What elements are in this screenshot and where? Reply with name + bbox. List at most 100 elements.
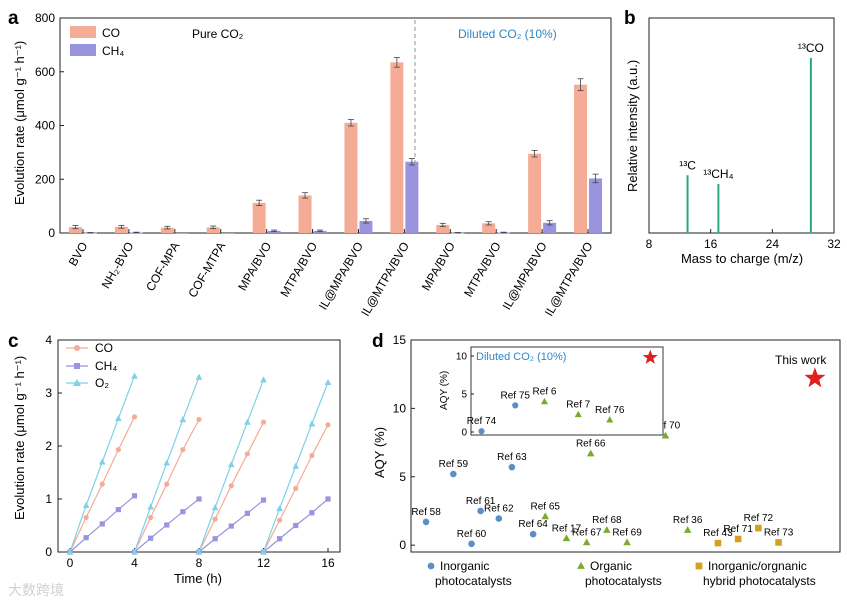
- d-point-organic: [661, 431, 670, 439]
- panel-a-annotation-diluted: Diluted CO₂ (10%): [458, 27, 557, 41]
- a-xtick-label: MTPA/BVO: [461, 240, 504, 300]
- panel-b-mass-spectrum: b Relative intensity (a.u.) Mass to char…: [624, 8, 841, 266]
- panel-b-ylabel: Relative intensity (a.u.): [625, 60, 640, 192]
- panel-b-peaks: ¹³C ¹³CH₄ ¹³CO: [679, 41, 824, 233]
- d-point-organic: [562, 534, 571, 542]
- c-point-o2: [66, 548, 74, 555]
- panel-a-bar-chart: a Pure CO₂ Diluted CO₂ (10%) CO CH₄ Evol…: [8, 8, 612, 319]
- d-point-organic: [541, 512, 550, 520]
- panel-c-line-chart: c Evolution rate (μmol g⁻¹ h⁻¹) Time (h)…: [8, 331, 341, 586]
- d-point-label: Ref 61: [466, 496, 496, 507]
- bar-co: [436, 224, 450, 233]
- panel-a-label: a: [8, 8, 19, 29]
- d-point-inorganic: [508, 463, 516, 471]
- bar-co: [482, 223, 496, 233]
- d-point-inorganic: [477, 507, 484, 515]
- inset-point-inorganic: [512, 402, 519, 409]
- a-xtick-label: IL@MTPA/BVO: [542, 240, 596, 319]
- panel-a-xaxis: BVO NH₂-BVO COF-MPA COF-MTPA MPA/BVO MTPA/BVO…: [66, 229, 596, 319]
- legend-label-inorganic: Inorganic: [440, 559, 489, 573]
- a-xtick-label: COF-MPA: [143, 240, 182, 294]
- d-point-label: Ref 72: [744, 513, 774, 524]
- a-ytick-label: 800: [35, 11, 55, 25]
- d-point-inorganic: [468, 540, 475, 548]
- d-point-label: Ref 71: [723, 524, 753, 535]
- a-xtick-label: NH₂-BVO: [99, 240, 137, 291]
- c-point-ch4: [212, 536, 218, 542]
- c-xtick-label: 4: [131, 556, 138, 570]
- a-ytick-label: 0: [48, 226, 55, 240]
- c-point-ch4: [309, 510, 315, 516]
- c-point-co: [148, 514, 154, 521]
- c-point-co: [228, 483, 234, 489]
- a-ytick-label: 600: [35, 65, 55, 79]
- c-point-co: [115, 447, 121, 453]
- b-xtick-label: 32: [827, 237, 841, 251]
- legend-label-ch4-c: CH₄: [95, 359, 117, 373]
- c-point-ch4: [99, 521, 105, 527]
- bar-co: [114, 226, 128, 233]
- bar-co: [528, 153, 542, 233]
- d-point-inorganic: [450, 470, 457, 478]
- c-point-o2: [147, 503, 154, 510]
- d-point-label: Ref 67: [572, 527, 602, 538]
- inset-ytick-label: 10: [456, 352, 468, 363]
- legend-marker-co: [74, 345, 80, 351]
- d-point-label: Ref 43: [703, 528, 733, 539]
- inset-title: Diluted CO₂ (10%): [476, 351, 566, 363]
- d-point-label: Ref 65: [531, 501, 561, 512]
- d-point-organic: [603, 526, 611, 533]
- d-point-hybrid: [755, 524, 762, 532]
- d-point-hybrid: [734, 535, 742, 543]
- bar-co: [390, 62, 404, 233]
- panel-b-xaxis: 8 16 24 32: [646, 229, 841, 251]
- ms-peak-label: ¹³C: [679, 158, 696, 172]
- panel-a-legend: CO CH₄: [70, 26, 124, 58]
- bar-co: [160, 227, 174, 233]
- legend-label-hybrid: Inorganic/orgnanic: [708, 559, 807, 573]
- bar-co: [298, 195, 312, 233]
- a-xtick-label: MPA/BVO: [419, 240, 458, 294]
- d-point-label: Ref 73: [764, 527, 794, 538]
- legend-marker-organic: [577, 561, 585, 569]
- a-xtick-label: IL@MPA/BVO: [500, 240, 550, 313]
- c-point-o2: [324, 378, 332, 385]
- panel-a-yaxis: 0 200 400 600 800: [35, 11, 64, 240]
- c-point-ch4: [180, 509, 186, 515]
- c-point-o2: [195, 548, 203, 555]
- c-point-ch4: [115, 507, 121, 513]
- d-point-organic: [586, 449, 595, 457]
- legend-label2-organic: photocatalysts: [585, 574, 662, 588]
- c-point-o2: [82, 501, 90, 508]
- c-point-co: [212, 516, 218, 522]
- a-xtick-label: MPA/BVO: [235, 240, 274, 294]
- b-xtick-label: 24: [766, 237, 780, 251]
- inset-point-star: [642, 349, 658, 364]
- c-point-o2: [308, 420, 316, 427]
- inset-ytick-label: 0: [461, 428, 467, 439]
- c-point-o2: [211, 503, 219, 511]
- inset-point-organic: [606, 416, 614, 423]
- b-xtick-label: 16: [704, 237, 718, 251]
- c-ytick-label: 0: [45, 545, 52, 559]
- panel-d-frame: [410, 339, 841, 553]
- c-point-o2: [131, 372, 138, 379]
- a-xtick-label: MTPA/BVO: [277, 240, 320, 300]
- inset-axes: 0 5 10: [456, 352, 474, 439]
- d-point-label: Ref 36: [673, 515, 703, 526]
- panel-a-ylabel: Evolution rate (μmol g⁻¹ h⁻¹): [12, 41, 27, 205]
- bar-ch4: [543, 222, 557, 233]
- panel-d-ylabel: AQY (%): [372, 427, 387, 478]
- c-xtick-label: 16: [321, 556, 335, 570]
- c-point-ch4: [148, 535, 154, 541]
- d-point-label: Ref 69: [612, 527, 642, 538]
- legend-swatch-co: [70, 26, 96, 38]
- c-point-ch4: [164, 522, 170, 528]
- d-point-label: Ref 58: [411, 507, 441, 518]
- panel-b-frame: [648, 17, 835, 234]
- c-xtick-label: 12: [257, 556, 271, 570]
- inset-ytick-label: 5: [461, 390, 467, 401]
- d-ytick-label: 0: [399, 538, 406, 552]
